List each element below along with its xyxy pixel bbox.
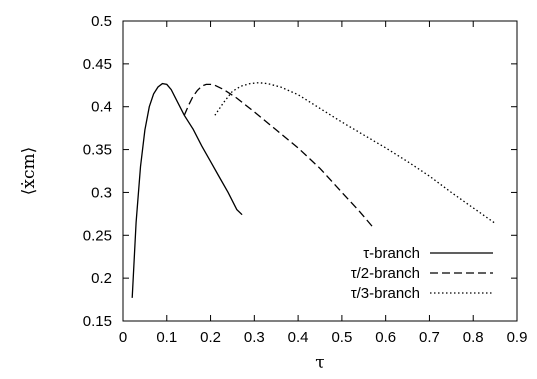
series-group — [131, 82, 496, 298]
plot-frame — [122, 20, 518, 322]
x-tick-label: 0.4 — [288, 329, 309, 346]
x-tick-label: 0.9 — [507, 329, 528, 346]
legend-label: τ/3-branch — [351, 285, 420, 302]
x-tick-label: 0.6 — [375, 329, 396, 346]
series-line — [214, 82, 496, 224]
x-tick-label: 0.2 — [200, 329, 221, 346]
y-tick-label: 0.4 — [91, 99, 112, 116]
y-tick-label: 0.15 — [83, 313, 112, 330]
legend-label: τ/2-branch — [351, 265, 420, 282]
axes: 0 0.1 0.2 0.3 0.4 0.5 0.6 0.7 0.8 0.9 0.15 0.2 0.25 0… — [83, 13, 528, 346]
x-axis-title: τ — [315, 353, 324, 373]
x-tick-label: 0.3 — [244, 329, 265, 346]
series-line — [131, 82, 243, 298]
series-line — [183, 83, 373, 228]
y-tick-label: 0.25 — [83, 227, 112, 244]
legend: τ-branch τ/2-branch τ/3-branch — [351, 245, 493, 302]
y-tick-label: 0.5 — [91, 13, 112, 30]
y-tick-label: 0.2 — [91, 270, 112, 287]
y-tick-label: 0.45 — [83, 56, 112, 73]
y-tick-label: 0.35 — [83, 142, 112, 159]
x-tick-label: 0.1 — [156, 329, 177, 346]
y-tick-label: 0.3 — [91, 184, 112, 201]
y-axis-title: ⟨ẋcm⟩ — [19, 147, 39, 196]
x-tick-label: 0 — [119, 329, 127, 346]
legend-label: τ-branch — [363, 245, 420, 262]
x-tick-label: 0.8 — [463, 329, 484, 346]
x-tick-label: 0.5 — [331, 329, 352, 346]
x-tick-label: 0.7 — [419, 329, 440, 346]
